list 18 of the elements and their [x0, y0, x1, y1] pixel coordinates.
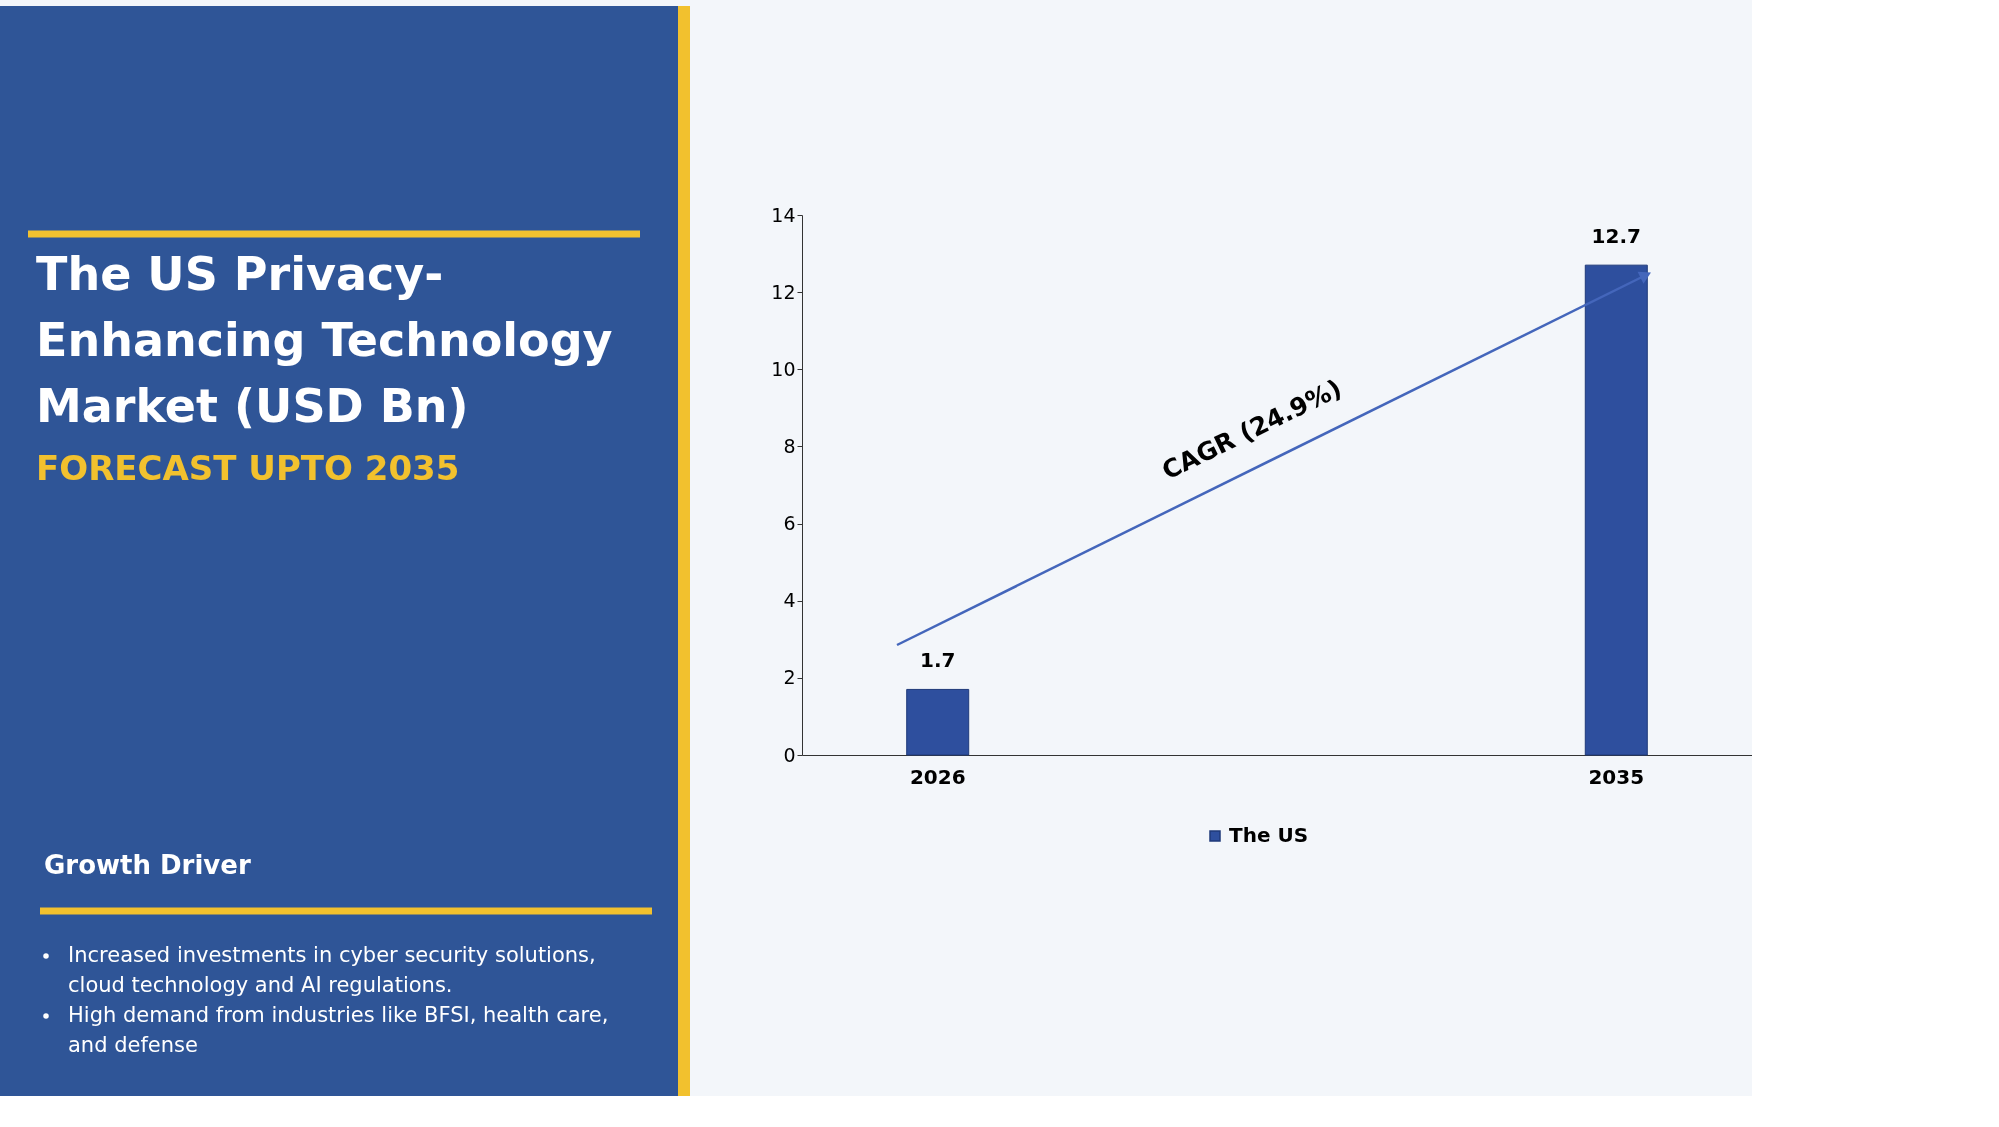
data-label: 12.7: [1591, 224, 1641, 249]
text: FORECAST UPTO 2035: [36, 448, 460, 488]
y-tick-label: 10: [771, 357, 796, 380]
x-tick-label: 2026: [909, 764, 966, 789]
text: The US Privacy-Enhancing Technology Market (USD Bn): [36, 247, 613, 433]
y-tick-label: 12: [771, 280, 796, 303]
legend-label: The US: [1229, 823, 1309, 847]
y-tick-label: 6: [783, 512, 796, 535]
y-tick-label: 4: [783, 589, 796, 612]
text: Increased investments in cyber security solutions, cloud technology and AI regulations.: [68, 943, 596, 997]
y-tick-label: 14: [771, 203, 796, 226]
text: Growth Driver: [44, 850, 251, 880]
y-tick-label: 2: [783, 666, 796, 689]
text: High demand from industries like BFSI, health care, and defense: [68, 1003, 609, 1057]
x-tick-label: 2035: [1588, 764, 1645, 789]
y-tick-label: 8: [783, 434, 796, 457]
data-label: 1.7: [920, 648, 956, 673]
y-tick-label: 0: [783, 743, 796, 766]
